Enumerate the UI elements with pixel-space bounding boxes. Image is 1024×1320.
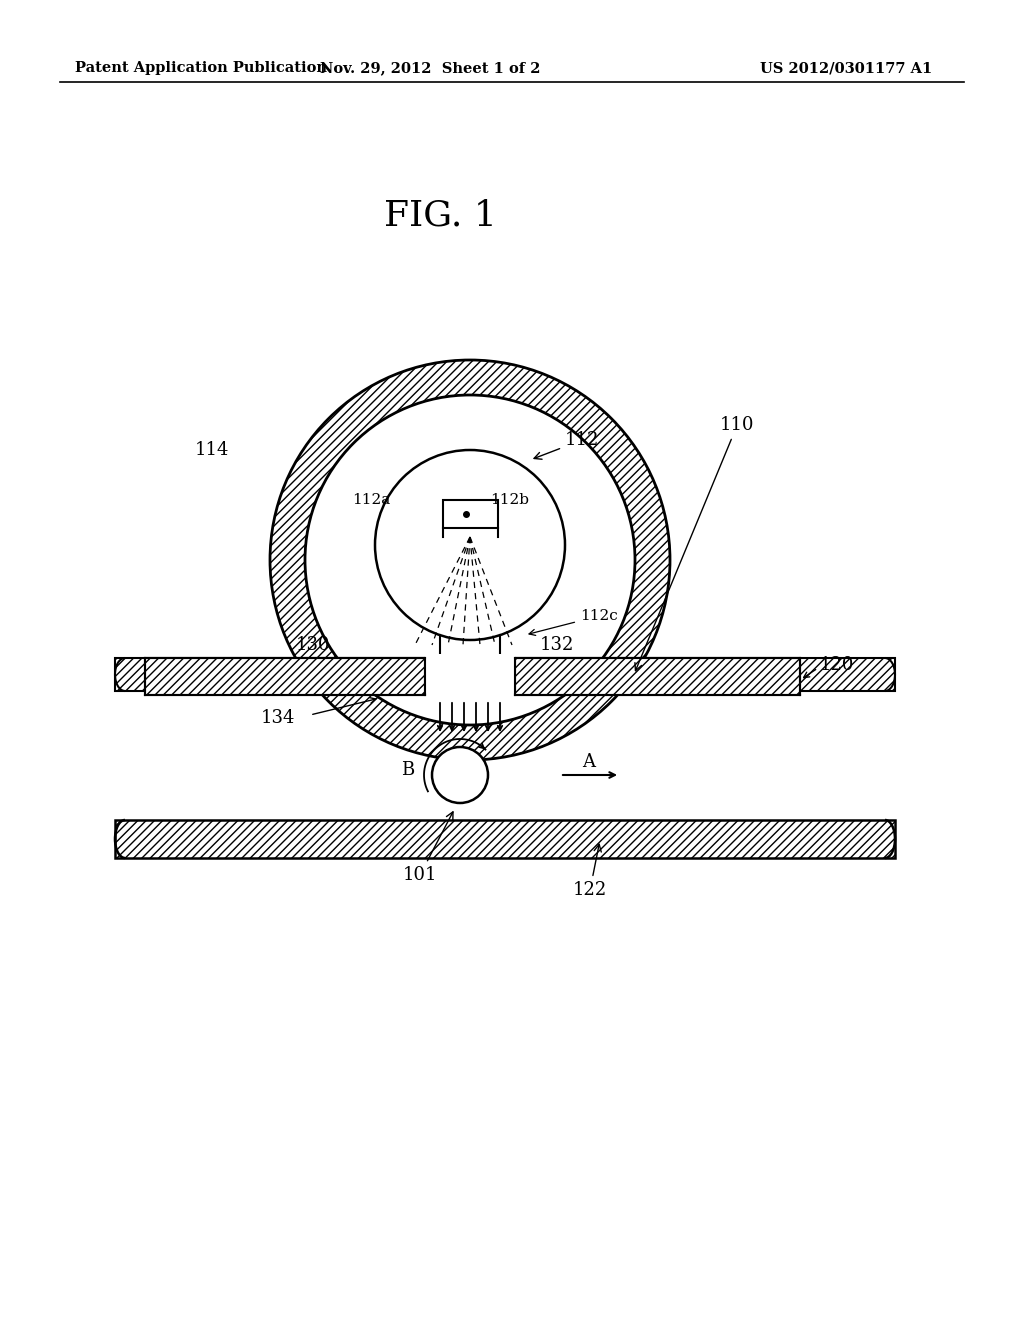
Bar <box>145 657 425 696</box>
Text: US 2012/0301177 A1: US 2012/0301177 A1 <box>760 61 932 75</box>
Text: 112a: 112a <box>352 492 390 507</box>
Text: Nov. 29, 2012  Sheet 1 of 2: Nov. 29, 2012 Sheet 1 of 2 <box>319 61 541 75</box>
Bar <box>515 657 800 696</box>
Text: 120: 120 <box>820 656 854 675</box>
Text: Patent Application Publication: Patent Application Publication <box>75 61 327 75</box>
Text: 114: 114 <box>195 441 229 459</box>
Circle shape <box>305 395 635 725</box>
Text: 112: 112 <box>535 432 599 459</box>
Text: 122: 122 <box>572 845 607 899</box>
Text: 112c: 112c <box>529 609 617 635</box>
Circle shape <box>375 450 565 640</box>
Text: 134: 134 <box>261 709 295 727</box>
Text: 101: 101 <box>402 812 453 884</box>
Circle shape <box>432 747 488 803</box>
Bar <box>515 657 800 696</box>
Bar <box>145 657 425 696</box>
Text: 132: 132 <box>540 636 574 653</box>
Text: 112b: 112b <box>490 492 529 507</box>
Bar <box>115 657 895 690</box>
Bar <box>425 653 515 693</box>
Text: B: B <box>400 762 414 779</box>
Bar <box>115 657 895 690</box>
Text: A: A <box>582 752 595 771</box>
Text: FIG. 1: FIG. 1 <box>384 198 497 232</box>
Bar <box>442 500 498 528</box>
Text: 130: 130 <box>296 636 330 653</box>
Circle shape <box>270 360 670 760</box>
Text: 110: 110 <box>635 416 755 671</box>
Bar <box>115 820 895 858</box>
Bar <box>115 820 895 858</box>
